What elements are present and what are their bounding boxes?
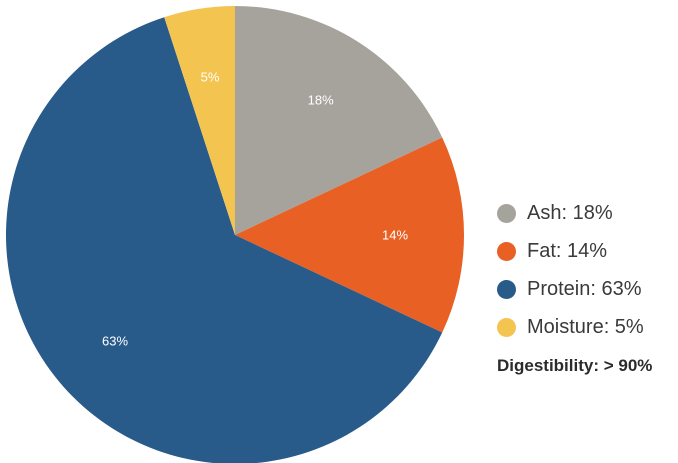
legend-label-protein: Protein: 63% <box>527 277 642 300</box>
pie-chart: 18% 14% 63% 5% <box>6 6 465 463</box>
legend-item-protein: Protein: 63% <box>497 270 678 308</box>
slice-label-moisture: 5% <box>201 70 220 85</box>
legend-item-fat: Fat: 14% <box>497 232 678 270</box>
slice-label-ash: 18% <box>308 92 334 107</box>
legend-label-ash: Ash: 18% <box>527 201 613 224</box>
digestibility-note: Digestibility: > 90% <box>497 356 653 375</box>
pie-slice-labels: 18% 14% 63% 5% <box>102 70 408 349</box>
legend-swatch-fat <box>497 241 516 261</box>
slice-label-fat: 14% <box>382 228 408 243</box>
legend-label-fat: Fat: 14% <box>527 239 608 262</box>
legend: Ash: 18% Fat: 14% Protein: 63% Moisture:… <box>497 194 678 376</box>
legend-item-ash: Ash: 18% <box>497 194 678 232</box>
slice-label-protein: 63% <box>102 333 128 348</box>
pie-slices <box>6 6 465 463</box>
pie-slice-protein <box>6 17 443 463</box>
legend-item-moisture: Moisture: 5% <box>497 308 678 346</box>
pie-slice-ash <box>235 6 443 235</box>
legend-swatch-ash <box>497 203 516 223</box>
pie-slice-moisture <box>164 6 235 235</box>
legend-label-moisture: Moisture: 5% <box>527 315 644 338</box>
legend-swatch-protein <box>497 279 516 299</box>
pie-slice-fat <box>235 137 465 333</box>
legend-swatch-moisture <box>497 317 516 337</box>
